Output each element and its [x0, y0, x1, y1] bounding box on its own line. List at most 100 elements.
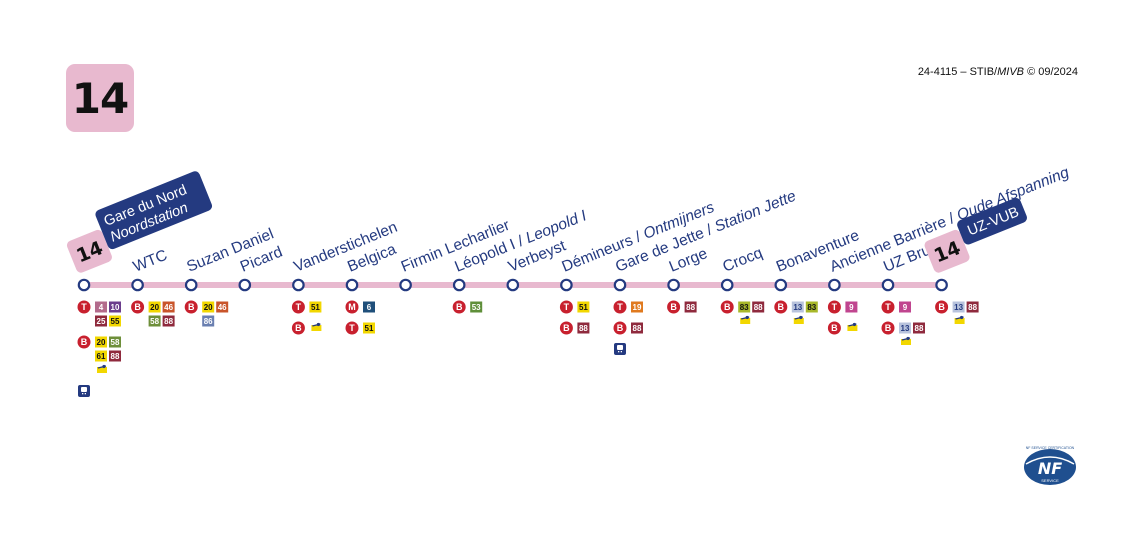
route-badge-61 — [95, 350, 107, 362]
noctis-moon — [745, 315, 749, 320]
route-badge-19 — [631, 301, 643, 313]
mode-letter: B — [938, 302, 945, 312]
route-badge-20 — [95, 336, 107, 348]
nf-logo-shape — [1024, 449, 1076, 485]
mode-letter: T — [81, 302, 87, 312]
route-badge-88 — [913, 322, 925, 334]
mode-icon-b — [559, 321, 573, 335]
nf-logo-mark: NF — [1038, 459, 1062, 478]
mode-letter: T — [349, 323, 355, 333]
route-number: 9 — [903, 303, 908, 312]
stop-marker — [238, 278, 252, 292]
copyright-rest: © 09/2024 — [1024, 66, 1078, 78]
mode-icon-b — [827, 321, 841, 335]
noctis-bg — [954, 318, 965, 324]
route-number: 46 — [164, 303, 173, 312]
route-number: 88 — [579, 324, 588, 333]
noctis-icon — [901, 336, 911, 345]
train-icon-light — [84, 393, 86, 395]
route-number: 13 — [954, 303, 963, 312]
route-number: 20 — [150, 303, 159, 312]
stop-marker — [77, 278, 91, 292]
noctis-moon — [906, 336, 910, 341]
route-badge-58 — [109, 336, 121, 348]
route-number: 88 — [754, 303, 763, 312]
route-number: 4 — [99, 303, 104, 312]
route-badge-20 — [148, 301, 161, 313]
copyright-italic: MIVB — [997, 66, 1025, 78]
route-number: 58 — [150, 317, 159, 326]
stop-marker — [667, 278, 680, 292]
noctis-icon — [740, 315, 751, 324]
mode-letter: B — [563, 323, 570, 333]
mode-icon-b — [720, 300, 734, 314]
route-badge-58 — [148, 315, 161, 327]
mode-icon-b — [881, 321, 895, 335]
route-number: 55 — [111, 317, 120, 326]
mode-letter: B — [778, 302, 785, 312]
nf-logo-top: NF SERVICE CERTIFICATION — [1026, 446, 1075, 450]
route-number: 25 — [97, 317, 106, 326]
stop-name-nl: Station Jette — [712, 188, 799, 236]
route-number: 20 — [97, 338, 106, 347]
route-number: 61 — [97, 352, 106, 361]
mode-icon-t — [559, 300, 573, 314]
train-icon-light — [620, 351, 622, 353]
stop-2: WTC B 20 46 58 88 — [131, 247, 175, 327]
route-number: 13 — [793, 303, 802, 312]
noctis-icon — [311, 322, 322, 331]
nf-certification-logo: NF SERVICE CERTIFICATION NF SERVICE — [1024, 446, 1076, 485]
stop-name-fr: Crocq — [720, 244, 765, 275]
route-number: 13 — [901, 324, 910, 333]
terminus-end-badge — [924, 229, 970, 273]
route-badge-20 — [202, 301, 215, 313]
stop-marker — [399, 278, 412, 292]
route-badge-88 — [684, 301, 697, 313]
mode-icon-m — [345, 300, 359, 314]
mode-icon-b — [667, 300, 681, 314]
route-number: 88 — [633, 324, 642, 333]
train-icon-light — [618, 351, 620, 353]
mode-icon-b — [452, 300, 466, 314]
mode-letter: B — [456, 302, 463, 312]
mode-letter: B — [885, 323, 892, 333]
route-badge-6 — [363, 301, 375, 313]
route-badge-83 — [805, 301, 818, 313]
mode-letter: B — [81, 337, 88, 347]
noctis-icon — [954, 315, 965, 324]
route-badge-88 — [752, 301, 765, 313]
train-icon-window — [617, 345, 623, 350]
train-icon — [78, 385, 90, 397]
route-badge-88 — [109, 350, 121, 362]
stop-marker — [935, 278, 948, 292]
stop-marker — [560, 278, 573, 292]
route-badge-51 — [363, 322, 375, 334]
route-number: 46 — [218, 303, 227, 312]
stop-name-sep: / — [943, 209, 961, 230]
stop-marker — [452, 278, 466, 292]
route-number: 51 — [579, 303, 588, 312]
route-badge-83 — [738, 301, 751, 313]
mode-letter: T — [832, 302, 838, 312]
stop-marker — [506, 278, 520, 292]
mode-letter: T — [296, 302, 302, 312]
route-badge-51 — [309, 301, 322, 313]
mode-icon-t — [345, 321, 359, 335]
route-number: 88 — [686, 303, 695, 312]
route-number: 9 — [849, 303, 854, 312]
terminus-end-box — [957, 197, 1027, 245]
stop-name-fr: WTC — [131, 247, 170, 276]
stop-17: B 13 88 — [935, 278, 979, 324]
noctis-bg — [311, 325, 322, 331]
stop-1: T 4 10 25 55 B 20 58 61 88 — [77, 278, 121, 397]
noctis-bg — [740, 318, 751, 324]
route-badge-88 — [631, 322, 643, 334]
noctis-moon — [960, 315, 964, 320]
mode-icon-t — [613, 300, 627, 314]
route-number: 58 — [111, 338, 120, 347]
route-badge-88 — [162, 315, 175, 327]
stop-name: WTC — [131, 247, 170, 276]
route-badge-86 — [202, 315, 215, 327]
